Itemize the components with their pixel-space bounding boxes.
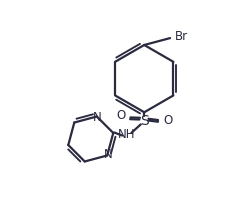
- Text: N: N: [104, 148, 113, 161]
- Text: O: O: [163, 114, 173, 127]
- Text: O: O: [116, 109, 125, 122]
- Text: Br: Br: [174, 30, 188, 43]
- Text: N: N: [93, 111, 102, 124]
- Text: NH: NH: [118, 128, 136, 141]
- Text: S: S: [140, 114, 149, 128]
